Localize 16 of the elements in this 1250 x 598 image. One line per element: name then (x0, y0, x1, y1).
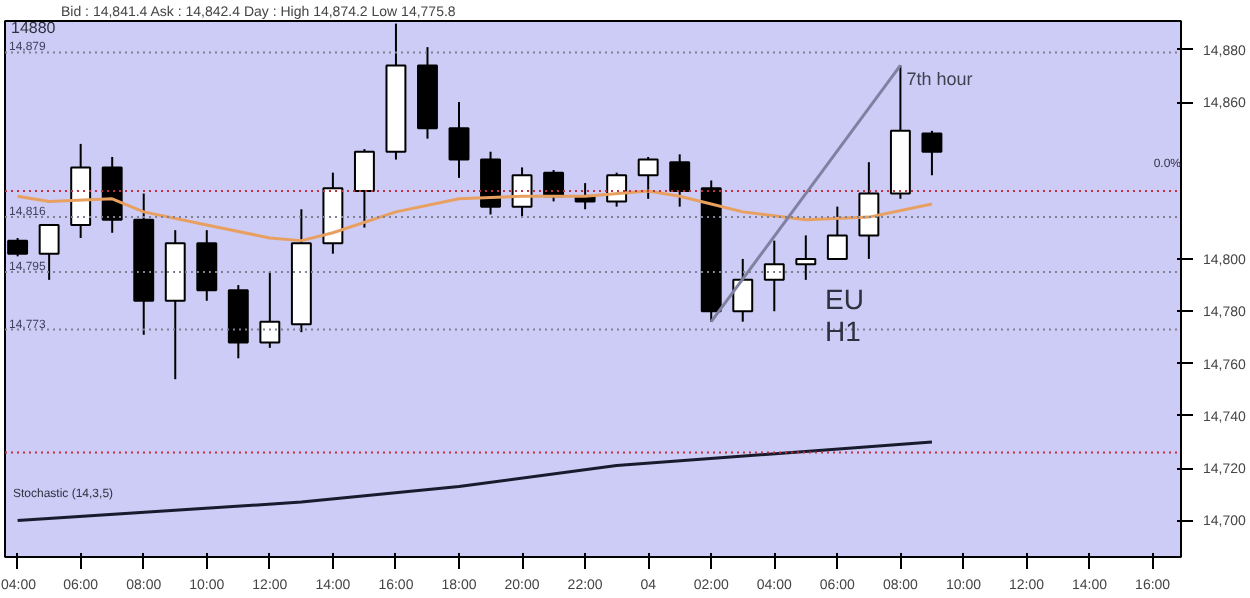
candlestick (353, 148, 375, 229)
candlestick (795, 234, 817, 281)
candlestick (259, 271, 281, 349)
candlestick (196, 229, 218, 302)
candlestick (921, 129, 943, 177)
candlestick (480, 150, 501, 216)
annotation: 7th hour (906, 69, 973, 90)
candlestick (448, 101, 470, 179)
candlestick (826, 205, 848, 260)
annotation: EU H1 (825, 283, 864, 347)
candlestick (858, 161, 880, 260)
candlestick (763, 239, 785, 313)
candlestick (637, 155, 659, 200)
candlestick (732, 257, 754, 323)
candlestick (669, 153, 691, 208)
annotation: 14880 (11, 19, 57, 37)
